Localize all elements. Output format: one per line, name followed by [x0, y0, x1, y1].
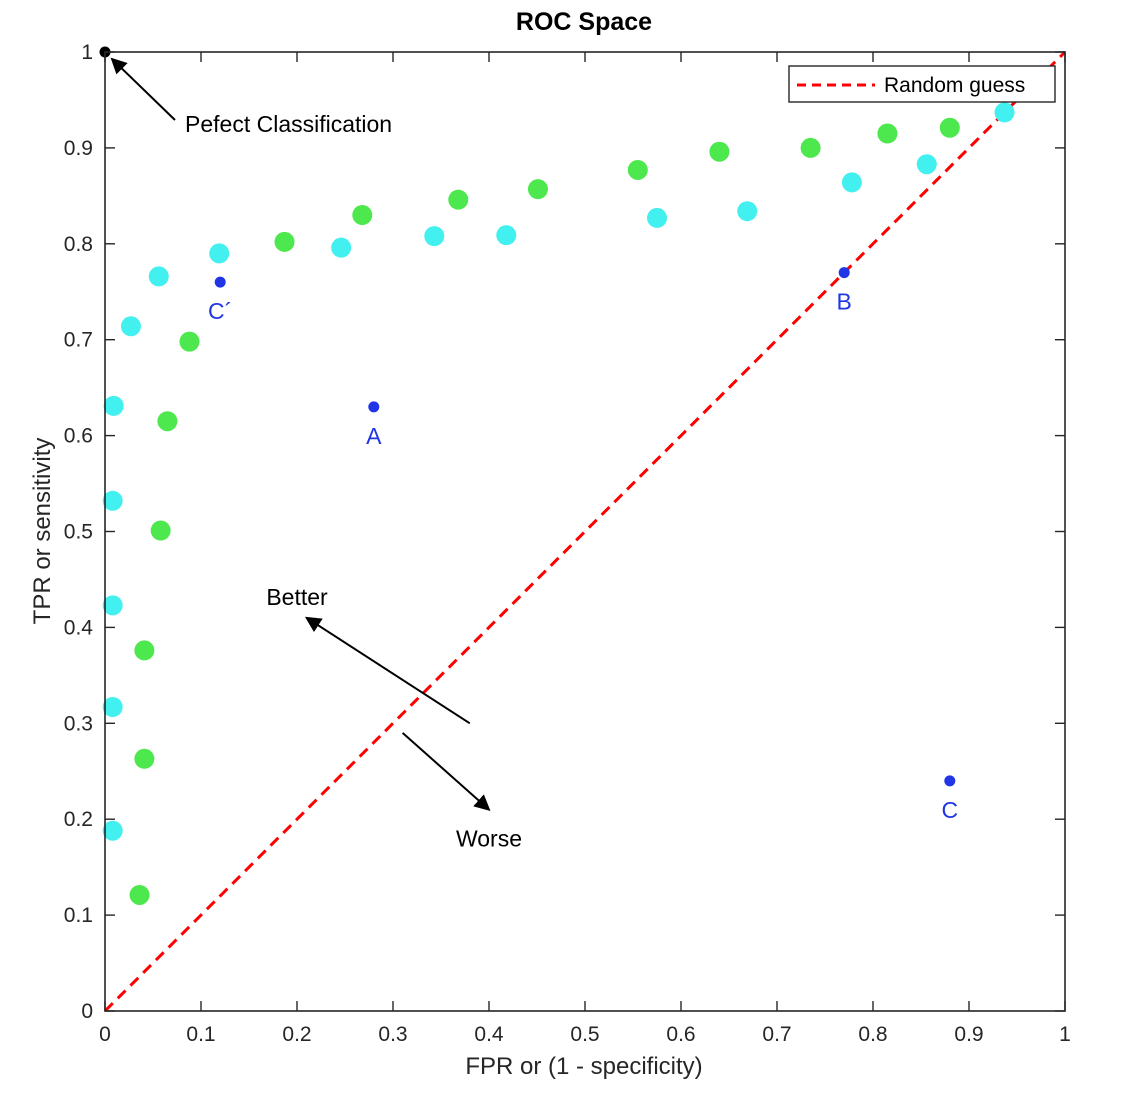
series-0-point — [129, 884, 150, 905]
series-0-point — [179, 331, 200, 352]
perfect-classification-arrow — [110, 57, 176, 121]
series-1-point — [331, 237, 352, 258]
x-tick-label: 0.6 — [666, 1023, 695, 1046]
y-tick-label: 0 — [81, 1000, 93, 1023]
series-1-point — [102, 595, 123, 616]
series-1-point — [647, 207, 667, 228]
series-0-point — [352, 205, 373, 226]
x-tick-label: 0.2 — [282, 1023, 311, 1046]
y-tick-label: 0.5 — [64, 521, 93, 544]
series-0-point — [939, 117, 960, 138]
legend: Random guess — [788, 65, 1056, 103]
y-tick-label: 0.7 — [64, 329, 93, 352]
y-tick-label: 0.3 — [64, 712, 93, 735]
random-guess-line — [103, 50, 1067, 1013]
y-tick-label: 0.8 — [64, 233, 93, 256]
legend-label-random-guess: Random guess — [884, 74, 1025, 97]
y-tick-label: 0.4 — [64, 616, 94, 639]
series-1-point — [102, 490, 123, 511]
series-1-point — [994, 102, 1015, 123]
points-layer: A B C C´ — [102, 102, 1015, 905]
x-tick-label: 0.7 — [762, 1023, 791, 1046]
series-1-point — [103, 395, 124, 416]
series-1-point — [120, 316, 141, 337]
x-tick-label: 0.8 — [858, 1023, 887, 1046]
x-tick-label: 0.9 — [954, 1023, 983, 1046]
worse-arrow — [401, 732, 491, 811]
annotation-layer: Pefect Classification Better Worse — [99, 46, 522, 851]
series-0-point — [150, 520, 171, 541]
chart-title: ROC Space — [516, 8, 652, 36]
series-1-point — [737, 201, 758, 222]
labeled-point-label: B — [837, 289, 852, 315]
y-tick-label: 1 — [81, 41, 93, 64]
series-0-point — [157, 411, 178, 432]
y-tick-label: 0.2 — [64, 808, 93, 831]
series-0-point — [800, 137, 821, 158]
series-1-point — [841, 172, 862, 193]
labeled-point-marker — [838, 267, 850, 279]
series-0-point — [527, 179, 548, 200]
series-1-point — [148, 266, 169, 287]
axis-ticks: 0 0.1 0.2 0.3 0.4 0.5 0.6 0.7 0.8 0.9 1 0 0.1 0.2 0.3 0… — [64, 41, 1071, 1046]
reference-layer — [103, 50, 1067, 1013]
y-axis-label: TPR or sensitivity — [29, 438, 56, 625]
series-0-point — [448, 189, 469, 210]
labeled-point-marker — [368, 401, 380, 413]
labeled-point-label: A — [366, 423, 382, 449]
x-tick-label: 0 — [99, 1023, 111, 1046]
labeled-point-label: C — [941, 797, 958, 823]
series-1-point — [496, 225, 517, 246]
x-tick-label: 1 — [1059, 1023, 1071, 1046]
series-0-point — [877, 123, 898, 144]
series-0-point — [709, 141, 730, 162]
x-tick-label: 0.1 — [186, 1023, 215, 1046]
series-1-point — [102, 696, 123, 717]
x-tick-label: 0.4 — [474, 1023, 504, 1046]
series-0-point — [274, 231, 295, 252]
perfect-classification-label: Pefect Classification — [185, 111, 392, 137]
series-0-point — [134, 640, 155, 661]
better-label: Better — [266, 584, 328, 610]
series-1-point — [209, 243, 230, 264]
y-tick-label: 0.9 — [64, 137, 93, 160]
x-axis-label: FPR or (1 - specificity) — [465, 1053, 702, 1080]
better-arrow — [304, 616, 471, 725]
x-tick-label: 0.5 — [570, 1023, 599, 1046]
y-tick-label: 0.1 — [64, 904, 93, 927]
series-1-point — [102, 820, 123, 841]
series-0-point — [134, 748, 155, 769]
x-tick-label: 0.3 — [378, 1023, 407, 1046]
series-1-point — [916, 154, 937, 175]
y-tick-label: 0.6 — [64, 425, 93, 448]
labeled-point-marker — [944, 775, 956, 787]
worse-label: Worse — [456, 825, 522, 851]
series-0-point — [627, 159, 648, 180]
series-1-point — [424, 226, 445, 247]
labeled-point-marker — [214, 276, 226, 288]
labeled-point-label: C´ — [208, 298, 232, 324]
